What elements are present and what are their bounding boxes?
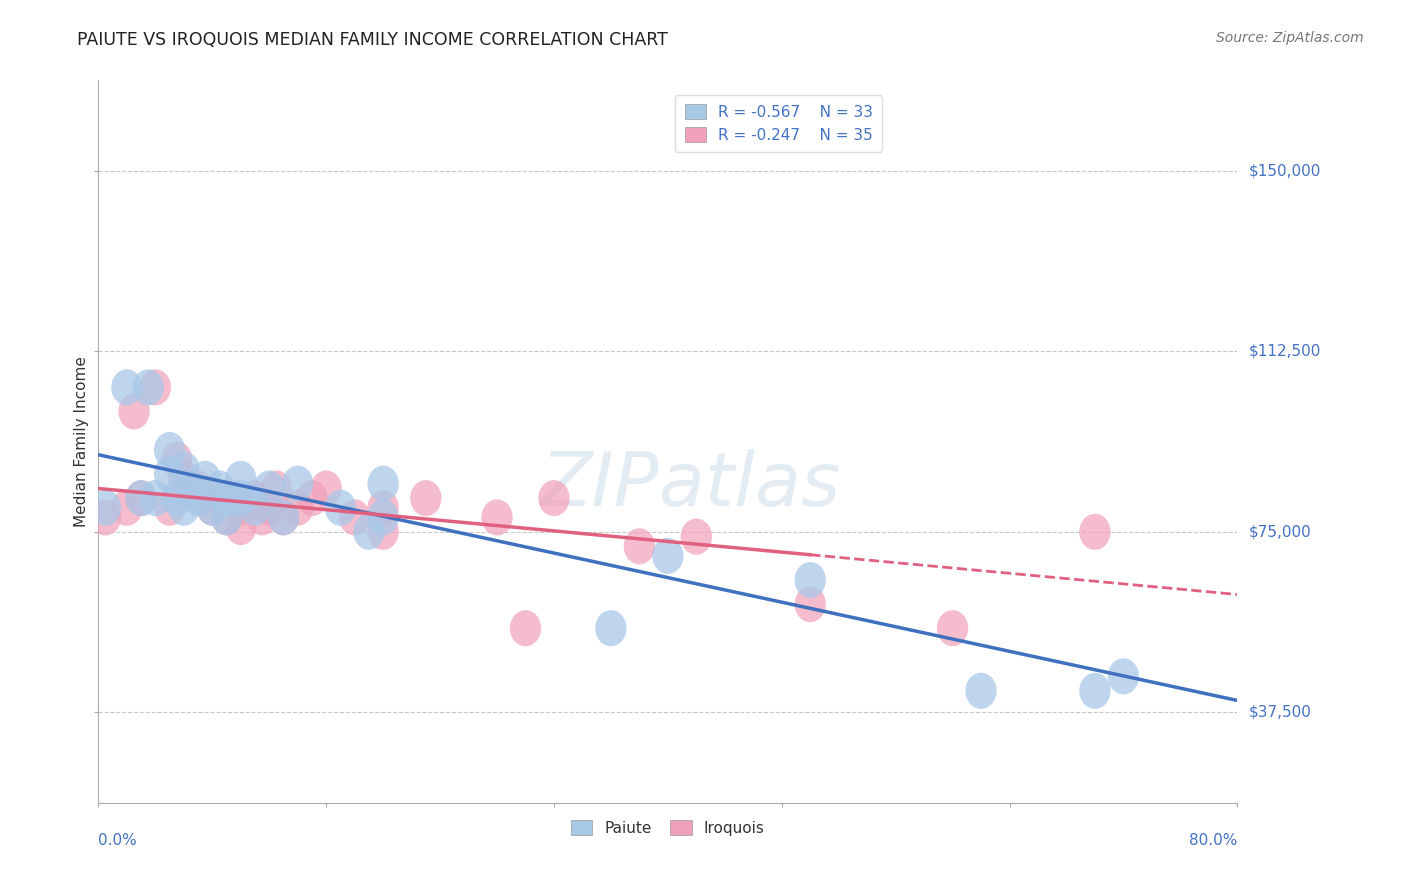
Ellipse shape [966,673,997,709]
Ellipse shape [211,500,242,535]
Ellipse shape [246,500,278,535]
Ellipse shape [169,461,200,497]
Ellipse shape [111,369,142,405]
Ellipse shape [481,500,513,535]
Ellipse shape [162,442,193,477]
Text: PAIUTE VS IROQUOIS MEDIAN FAMILY INCOME CORRELATION CHART: PAIUTE VS IROQUOIS MEDIAN FAMILY INCOME … [77,31,668,49]
Ellipse shape [190,480,221,516]
Ellipse shape [411,480,441,516]
Ellipse shape [153,456,186,492]
Ellipse shape [253,470,285,507]
Ellipse shape [225,509,256,545]
Ellipse shape [153,432,186,468]
Ellipse shape [239,480,271,516]
Ellipse shape [339,500,370,535]
Text: $75,000: $75,000 [1249,524,1312,540]
Text: $37,500: $37,500 [1249,705,1312,720]
Ellipse shape [367,500,399,535]
Ellipse shape [90,490,121,525]
Ellipse shape [162,480,193,516]
Ellipse shape [225,480,256,516]
Ellipse shape [367,466,399,501]
Y-axis label: Median Family Income: Median Family Income [73,356,89,527]
Ellipse shape [283,490,314,525]
Ellipse shape [197,490,228,525]
Ellipse shape [794,562,825,599]
Text: 80.0%: 80.0% [1189,833,1237,848]
Ellipse shape [353,514,385,549]
Ellipse shape [652,538,683,574]
Ellipse shape [197,490,228,525]
Text: $150,000: $150,000 [1249,163,1320,178]
Ellipse shape [225,461,256,497]
Ellipse shape [267,500,299,535]
Text: $112,500: $112,500 [1249,343,1320,359]
Ellipse shape [211,480,242,516]
Ellipse shape [595,610,627,646]
Ellipse shape [253,490,285,525]
Ellipse shape [125,480,157,516]
Ellipse shape [118,393,149,430]
Ellipse shape [132,369,165,405]
Ellipse shape [176,470,207,507]
Ellipse shape [139,369,172,405]
Legend: Paiute, Iroquois: Paiute, Iroquois [565,814,770,842]
Ellipse shape [794,586,825,623]
Ellipse shape [283,466,314,501]
Ellipse shape [153,490,186,525]
Ellipse shape [90,500,121,535]
Ellipse shape [211,480,242,516]
Ellipse shape [239,490,271,525]
Ellipse shape [681,518,711,555]
Ellipse shape [367,514,399,549]
Text: ZIPatlas: ZIPatlas [540,449,841,521]
Ellipse shape [624,528,655,565]
Ellipse shape [311,470,342,507]
Ellipse shape [125,480,157,516]
Ellipse shape [538,480,569,516]
Ellipse shape [1080,673,1111,709]
Ellipse shape [183,470,214,507]
Ellipse shape [260,470,292,507]
Ellipse shape [211,500,242,535]
Text: 0.0%: 0.0% [98,833,138,848]
Ellipse shape [169,451,200,487]
Ellipse shape [936,610,969,646]
Ellipse shape [510,610,541,646]
Ellipse shape [367,490,399,525]
Ellipse shape [267,500,299,535]
Ellipse shape [183,480,214,516]
Ellipse shape [139,480,172,516]
Ellipse shape [190,461,221,497]
Text: Source: ZipAtlas.com: Source: ZipAtlas.com [1216,31,1364,45]
Ellipse shape [111,490,142,525]
Ellipse shape [169,490,200,525]
Ellipse shape [1108,658,1139,694]
Ellipse shape [1080,514,1111,549]
Ellipse shape [204,470,235,507]
Ellipse shape [225,490,256,525]
Ellipse shape [297,480,328,516]
Ellipse shape [325,490,356,525]
